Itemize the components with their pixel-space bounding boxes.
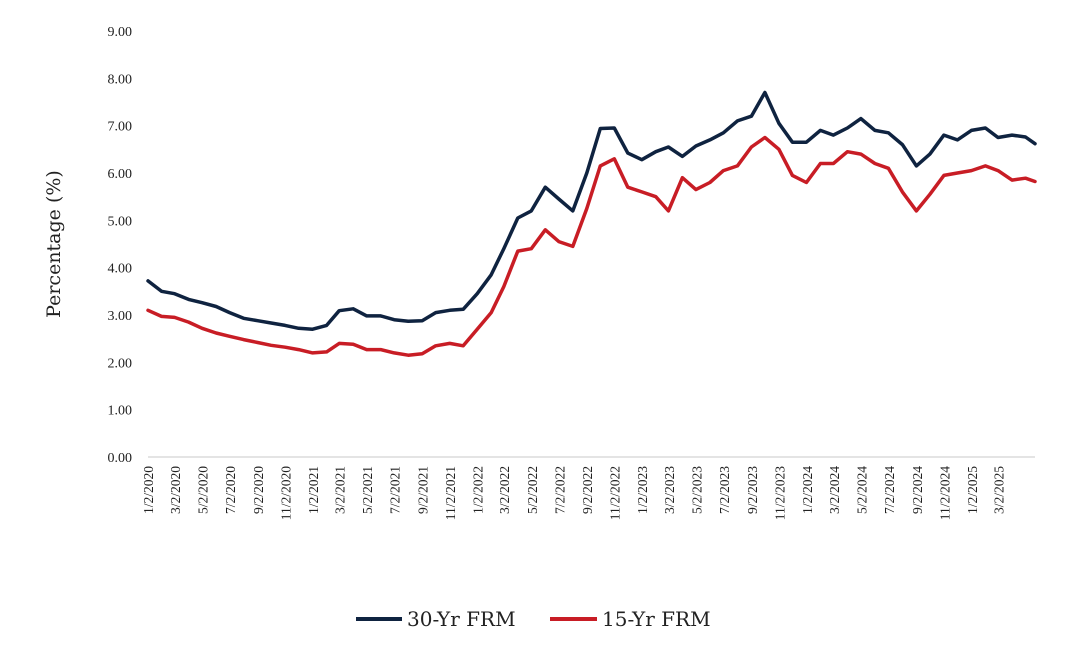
- x-tick-label: 1/2/2021: [306, 466, 321, 514]
- y-tick-label: 6.00: [108, 167, 133, 182]
- x-tick-label: 11/2/2024: [937, 466, 952, 521]
- legend: 30-Yr FRM 15-Yr FRM: [356, 607, 711, 631]
- y-tick-label: 9.00: [108, 25, 133, 40]
- x-tick-label: 7/2/2024: [882, 466, 897, 514]
- y-axis-title: Percentage (%): [43, 170, 65, 318]
- x-tick-label: 3/2/2024: [827, 466, 842, 514]
- x-tick-label: 7/2/2020: [223, 466, 238, 514]
- series-line-30yr: [146, 90, 1037, 331]
- legend-label-15yr: 15-Yr FRM: [602, 607, 711, 631]
- y-tick-label: 0.00: [108, 451, 133, 466]
- x-tick-label: 7/2/2021: [388, 466, 403, 514]
- x-tick-label: 1/2/2022: [471, 466, 486, 514]
- y-tick-label: 2.00: [108, 356, 133, 371]
- x-tick-label: 3/2/2022: [497, 466, 512, 514]
- series-line-15yr: [146, 135, 1037, 357]
- series-lines: [146, 90, 1037, 357]
- y-tick-label: 1.00: [108, 404, 133, 419]
- x-tick-label: 5/2/2022: [525, 466, 540, 514]
- x-tick-label: 11/2/2023: [772, 466, 787, 521]
- y-tick-label: 8.00: [108, 72, 133, 87]
- y-tick-label: 5.00: [108, 214, 133, 229]
- x-tick-label: 9/2/2022: [580, 466, 595, 514]
- x-tick-label: 9/2/2023: [745, 466, 760, 514]
- x-tick-label: 9/2/2024: [910, 466, 925, 514]
- x-tick-label: 1/2/2020: [141, 466, 156, 514]
- x-tick-label: 3/2/2020: [168, 466, 183, 514]
- x-tick-label: 7/2/2023: [717, 466, 732, 514]
- legend-label-30yr: 30-Yr FRM: [407, 607, 516, 631]
- x-tick-label: 9/2/2020: [251, 466, 266, 514]
- x-tick-label: 3/2/2025: [991, 466, 1006, 514]
- x-axis-ticks: 1/2/2020 3/2/2020 5/2/2020 7/2/2020 9/2/2020…: [141, 466, 1006, 521]
- x-tick-label: 1/2/2024: [800, 466, 815, 514]
- x-tick-label: 9/2/2021: [416, 466, 431, 514]
- x-tick-label: 1/2/2023: [635, 466, 650, 514]
- x-tick-label: 5/2/2023: [689, 466, 704, 514]
- y-tick-label: 7.00: [108, 120, 133, 135]
- x-tick-label: 7/2/2022: [552, 466, 567, 514]
- y-tick-label: 4.00: [108, 262, 133, 277]
- y-tick-label: 3.00: [108, 309, 133, 324]
- x-tick-label: 5/2/2021: [360, 466, 375, 514]
- y-axis-ticks: 0.00 1.00 2.00 3.00 4.00 5.00 6.00 7.00 8.00 9.00: [108, 25, 133, 466]
- x-tick-label: 3/2/2023: [662, 466, 677, 514]
- x-tick-label: 5/2/2024: [854, 466, 869, 514]
- x-tick-label: 5/2/2020: [196, 466, 211, 514]
- x-tick-label: 11/2/2021: [443, 466, 458, 520]
- x-tick-label: 11/2/2022: [608, 466, 623, 520]
- x-tick-label: 11/2/2020: [279, 466, 294, 521]
- x-tick-label: 1/2/2025: [965, 466, 980, 514]
- x-tick-label: 3/2/2021: [333, 466, 348, 514]
